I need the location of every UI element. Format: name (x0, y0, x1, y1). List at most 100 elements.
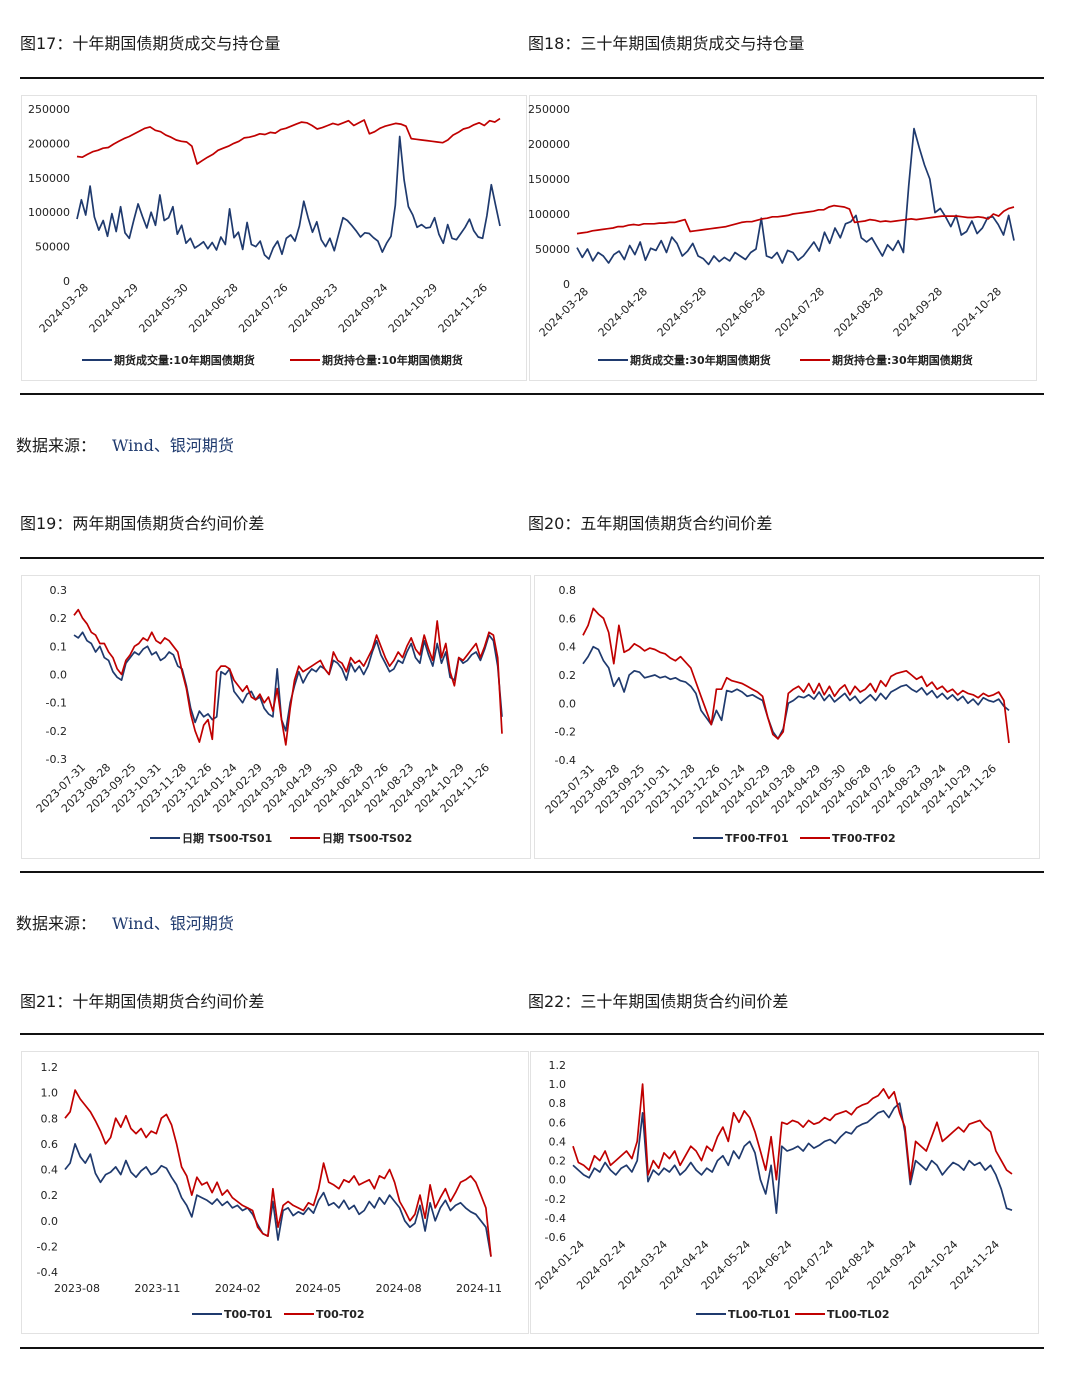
chart-18: 250000 200000 150000 100000 50000 02024-03-28… (528, 103, 1015, 367)
y-tick-label: 0.4 (41, 1164, 59, 1177)
y-tick-label: 0.8 (559, 584, 577, 597)
series-line (73, 631, 503, 732)
series-line (76, 117, 501, 165)
y-tick-label: 0.2 (50, 612, 68, 625)
y-tick-label: 0 (63, 275, 70, 288)
chart-title-22: 图22：三十年期国债期货合约间价差 (528, 992, 789, 1011)
y-tick-label: 0.4 (549, 1135, 567, 1148)
x-tick-label: 2024-06-28 (186, 281, 240, 335)
legend-label: 期货成交量:10年期国债期货 (114, 353, 255, 367)
x-tick-label: 2024-07-26 (236, 281, 290, 335)
divider (20, 871, 1044, 873)
series-line (76, 135, 501, 260)
divider (20, 557, 1044, 559)
y-tick-label: 150000 (28, 172, 70, 185)
chart-20: 0.80.60.40.20.0-0.2-0.42023-07-312023-08… (543, 584, 1010, 845)
legend-label: TF00-TF02 (832, 832, 896, 845)
y-tick-label: 0.0 (41, 1215, 59, 1228)
x-tick-label: 2024-03-28 (37, 281, 91, 335)
x-tick-label: 2023-08 (54, 1282, 100, 1295)
chart-title-18: 图18：三十年期国债期货成交与持仓量 (528, 34, 805, 53)
series-line (582, 645, 1010, 740)
chart-panel-21: 1.2 1.0 0.8 0.6 0.4 0.2 0.0 -0.2 -0.4 2023-08 2023… (21, 1051, 529, 1334)
y-tick-label: 100000 (528, 208, 570, 221)
source-label: 数据来源： (16, 436, 97, 455)
x-tick-label: 2024-08-28 (832, 285, 886, 339)
y-tick-label: 0.6 (549, 1116, 567, 1129)
y-tick-label: 50000 (535, 243, 570, 256)
divider (20, 1033, 1044, 1035)
legend-label: TF00-TF01 (725, 832, 789, 845)
source-label: 数据来源： (16, 914, 97, 933)
y-tick-label: 0.6 (559, 612, 577, 625)
divider (20, 393, 1044, 395)
chart-title-17: 图17：十年期国债期货成交与持仓量 (20, 34, 281, 53)
x-tick-label: 2024-11-26 (436, 281, 490, 335)
y-tick-label: -0.6 (545, 1231, 566, 1244)
x-tick-label: 2024-09-28 (891, 285, 945, 339)
y-tick-label: 0.8 (41, 1112, 59, 1125)
y-tick-label: 250000 (28, 103, 70, 116)
y-tick-label: -0.2 (555, 726, 576, 739)
x-tick-label: 2024-05-28 (655, 285, 709, 339)
series-line (64, 1089, 492, 1257)
y-tick-label: 0.4 (559, 641, 577, 654)
source-text: Wind、银河期货 (112, 436, 234, 455)
legend-label: TL00-TL01 (728, 1308, 791, 1321)
x-tick-label: 2024-11 (456, 1282, 502, 1295)
y-tick-label: -0.2 (545, 1193, 566, 1206)
y-tick-label: -0.2 (46, 725, 67, 738)
chart-title-21: 图21：十年期国债期货合约间价差 (20, 992, 265, 1011)
y-tick-label: 0 (563, 278, 570, 291)
x-tick-label: 2024-05 (295, 1282, 341, 1295)
y-tick-label: -0.4 (37, 1266, 58, 1279)
chart-panel-19: 0.3 0.2 0.1 0.0 -0.1 -0.2 -0.3 2023-07-31 2023-0… (21, 575, 531, 859)
y-tick-label: 0.2 (41, 1189, 59, 1202)
y-tick-label: 250000 (528, 103, 570, 116)
data-source: 数据来源： Wind、银河期货 (16, 910, 234, 934)
x-tick-label: 2024-02 (215, 1282, 261, 1295)
series-line (582, 607, 1010, 744)
legend-label: TL00-TL02 (827, 1308, 890, 1321)
y-tick-label: -0.4 (555, 754, 576, 767)
legend-label: 期货持仓量:10年期国债期货 (322, 353, 463, 367)
chart-19: 0.30.20.10.0-0.1-0.2-0.32023-07-312023-0… (34, 584, 503, 845)
legend-label: 期货成交量:30年期国债期货 (630, 353, 771, 367)
y-tick-label: 0.1 (50, 640, 68, 653)
x-tick-label: 2024-06-28 (714, 285, 768, 339)
y-tick-label: 1.2 (549, 1059, 567, 1072)
legend-label: T00-T02 (316, 1308, 365, 1321)
y-tick-label: 0.2 (549, 1155, 567, 1168)
x-tick-label: 2024-09-24 (336, 281, 390, 335)
series-line (576, 127, 1015, 266)
chart-22: 1.21.00.80.60.40.20.0-0.2-0.4-0.62024-01… (533, 1059, 1013, 1321)
x-tick-label: 2024-04-28 (596, 285, 650, 339)
series-line (64, 1143, 492, 1257)
y-tick-label: -0.2 (37, 1240, 58, 1253)
y-tick-label: 1.0 (41, 1087, 59, 1100)
legend-label: T00-T01 (224, 1308, 273, 1321)
legend-label: 期货持仓量:30年期国债期货 (832, 353, 973, 367)
chart-17: 250000 200000 150000 100000 50000 02024-03-28… (28, 103, 501, 367)
y-tick-label: -0.3 (46, 753, 67, 766)
source-text: Wind、银河期货 (112, 914, 234, 933)
chart-panel-22: 1.2 1.0 0.8 0.6 0.4 0.2 0.0 -0.2 -0.4 -0.6 2024-01… (530, 1051, 1039, 1334)
y-tick-label: 100000 (28, 206, 70, 219)
chart-title-19: 图19：两年期国债期货合约间价差 (20, 514, 265, 533)
series-line (73, 608, 503, 746)
series-line (576, 204, 1015, 235)
chart-title-20: 图20：五年期国债期货合约间价差 (528, 514, 773, 533)
y-tick-label: 1.2 (41, 1061, 59, 1074)
x-tick-label: 2024-04-29 (87, 281, 141, 335)
y-tick-label: 0.6 (41, 1138, 59, 1151)
chart-panel-20: 0.8 0.6 0.4 0.2 0.0 -0.2 -0.4 2023-07-31 2023-08… (534, 575, 1040, 859)
series-line (572, 1083, 1013, 1181)
legend-label: 日期 TS00-TS02 (322, 831, 412, 845)
y-tick-label: 0.0 (549, 1174, 567, 1187)
divider (20, 77, 1044, 79)
chart-21: 1.2 1.0 0.8 0.6 0.4 0.2 0.0 -0.2 -0.4 2023-08 2023… (37, 1061, 502, 1321)
y-tick-label: 150000 (528, 173, 570, 186)
chart-panel-17: 250000 200000 150000 100000 50000 0 2024-03-28… (21, 95, 527, 381)
y-tick-label: 1.0 (549, 1078, 567, 1091)
divider (20, 1347, 1044, 1349)
